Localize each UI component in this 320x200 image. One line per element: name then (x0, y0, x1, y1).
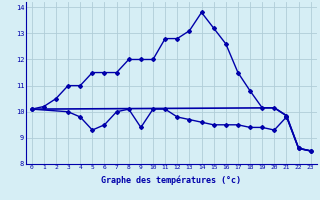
X-axis label: Graphe des températures (°c): Graphe des températures (°c) (101, 176, 241, 185)
